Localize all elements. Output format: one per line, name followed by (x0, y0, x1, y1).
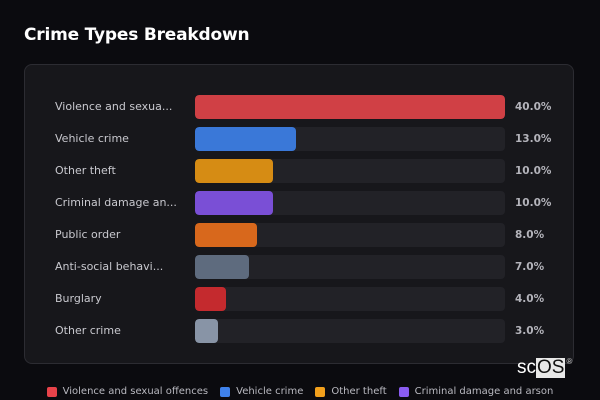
bar-row: Other theft 10.0% (25, 159, 573, 183)
bar-value: 40.0% (515, 101, 552, 113)
bar-label: Public order (55, 228, 121, 241)
chart-legend: Violence and sexual offences Vehicle crim… (0, 386, 600, 397)
bar-track (195, 255, 505, 279)
bar-label: Violence and sexua... (55, 100, 173, 113)
bar-value: 10.0% (515, 197, 552, 209)
bar-fill[interactable] (195, 319, 219, 343)
legend-item[interactable]: Other theft (315, 386, 387, 397)
bar-track (195, 127, 505, 151)
bar-track (195, 319, 505, 343)
bar-track (195, 191, 505, 215)
watermark-logo: sc OS ® (517, 357, 572, 379)
bar-label: Other crime (55, 324, 121, 337)
legend-label: Criminal damage and arson (414, 386, 554, 397)
legend-swatch-icon (398, 386, 409, 397)
bar-label: Burglary (55, 292, 102, 305)
bar-fill[interactable] (195, 223, 257, 247)
registered-icon: ® (566, 357, 573, 366)
bar-fill[interactable] (195, 127, 296, 151)
bar-label: Other theft (55, 164, 116, 177)
bar-fill[interactable] (195, 159, 273, 183)
bar-row: Public order 8.0% (25, 223, 573, 247)
chart-title: Crime Types Breakdown (24, 25, 250, 45)
bar-fill[interactable] (195, 95, 505, 119)
legend-item[interactable]: Vehicle crime (220, 386, 303, 397)
bar-label: Anti-social behavi... (55, 260, 164, 273)
bar-track (195, 95, 505, 119)
bar-value: 4.0% (515, 293, 545, 305)
watermark-boxed: OS (536, 357, 566, 378)
bar-track (195, 223, 505, 247)
legend-label: Other theft (331, 386, 387, 397)
legend-label: Vehicle crime (236, 386, 304, 397)
watermark-prefix: sc (517, 357, 536, 378)
bar-row: Vehicle crime 13.0% (25, 127, 573, 151)
bar-value: 8.0% (515, 229, 545, 241)
legend-swatch-icon (46, 386, 57, 397)
bar-row: Anti-social behavi... 7.0% (25, 255, 573, 279)
bar-row: Criminal damage an... 10.0% (25, 191, 573, 215)
bar-track (195, 287, 505, 311)
legend-item[interactable]: Criminal damage and arson (398, 386, 554, 397)
bar-value: 3.0% (515, 325, 545, 337)
bar-row: Burglary 4.0% (25, 287, 573, 311)
bar-row: Other crime 3.0% (25, 319, 573, 343)
bar-value: 13.0% (515, 133, 552, 145)
bar-value: 10.0% (515, 165, 552, 177)
legend-label: Violence and sexual offences (62, 386, 209, 397)
bar-fill[interactable] (195, 287, 226, 311)
bar-label: Vehicle crime (55, 132, 129, 145)
bar-label: Criminal damage an... (55, 196, 177, 209)
legend-swatch-icon (220, 386, 231, 397)
bar-value: 7.0% (515, 261, 545, 273)
legend-swatch-icon (315, 386, 326, 397)
bar-row: Violence and sexua... 40.0% (25, 95, 573, 119)
chart-panel: Violence and sexua... 40.0% Vehicle crime 1… (24, 64, 574, 364)
legend-item[interactable]: Violence and sexual offences (46, 386, 209, 397)
bar-fill[interactable] (195, 255, 250, 279)
bar-fill[interactable] (195, 191, 273, 215)
bar-track (195, 159, 505, 183)
